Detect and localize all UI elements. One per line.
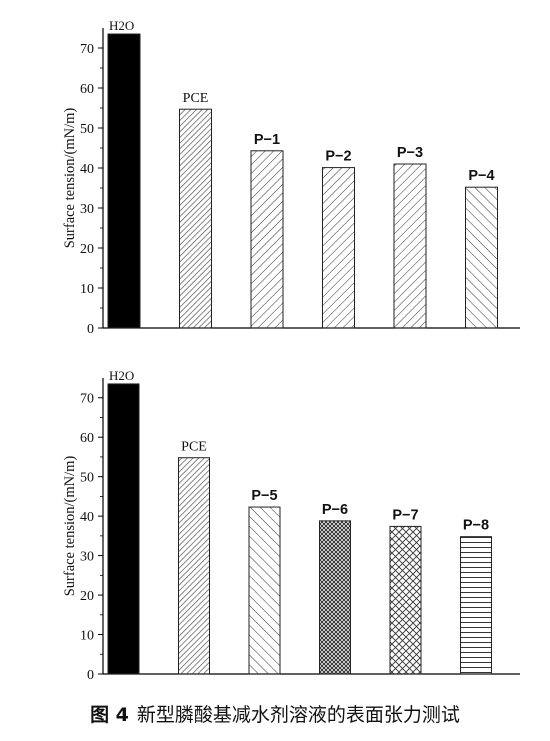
y-tick-label: 40 <box>80 510 94 525</box>
y-tick-label: 20 <box>80 589 94 604</box>
bar <box>460 536 492 675</box>
bar-label: P−6 <box>322 502 348 518</box>
bar <box>107 33 141 329</box>
y-tick-label: 60 <box>80 431 94 446</box>
bar-label: P−2 <box>325 149 351 165</box>
bar-label: P−7 <box>392 507 418 523</box>
y-tick-label: 70 <box>80 42 94 57</box>
y-tick-label: 70 <box>80 392 94 407</box>
bar <box>107 383 140 675</box>
y-tick-label: 50 <box>80 122 94 137</box>
figure-label: 图 4 <box>90 704 129 726</box>
bar-label: P−4 <box>468 168 494 184</box>
bar <box>319 520 351 675</box>
y-axis-label: Surface tension/(mN/m) <box>62 456 78 597</box>
chart-2: 0 10 20 30 40 50 60 70 Surface tension/(mN/m) H2O… <box>62 368 520 683</box>
y-tick-label: 10 <box>80 282 94 297</box>
chart-1: 0 10 20 30 40 50 60 70 Surface tension/(mN/m) H2O… <box>62 18 520 337</box>
bar-charts: 0 10 20 30 40 50 60 70 Surface tension/(mN/m) H2O… <box>62 18 520 683</box>
figure-caption: 图 4 新型膦酸基减水剂溶液的表面张力测试 <box>0 700 550 727</box>
y-tick-label: 30 <box>80 550 94 565</box>
bar <box>389 525 422 675</box>
bar-label: H2O <box>109 368 134 383</box>
bar-label: P−3 <box>397 145 423 161</box>
bar-label: PCE <box>181 440 207 455</box>
bar <box>179 108 212 329</box>
bar <box>393 163 427 329</box>
bar-label: H2O <box>109 18 134 33</box>
bar <box>178 457 210 675</box>
y-tick-label: 20 <box>80 242 94 257</box>
y-tick-label: 0 <box>87 322 94 337</box>
y-tick-label: 30 <box>80 202 94 217</box>
bar <box>250 150 284 329</box>
y-tick-label: 10 <box>80 629 94 644</box>
y-axis-label: Surface tension/(mN/m) <box>62 108 78 249</box>
bar-label: P−1 <box>254 132 280 148</box>
caption-text: 新型膦酸基减水剂溶液的表面张力测试 <box>136 704 460 726</box>
bar <box>248 506 281 675</box>
bar <box>322 167 355 329</box>
bar-label: PCE <box>183 91 209 106</box>
bar <box>465 186 498 329</box>
bar-label: P−5 <box>251 488 277 504</box>
y-tick-label: 50 <box>80 471 94 486</box>
y-tick-label: 0 <box>87 668 94 683</box>
y-tick-label: 40 <box>80 162 94 177</box>
bar-label: P−8 <box>463 518 489 534</box>
y-tick-label: 60 <box>80 82 94 97</box>
